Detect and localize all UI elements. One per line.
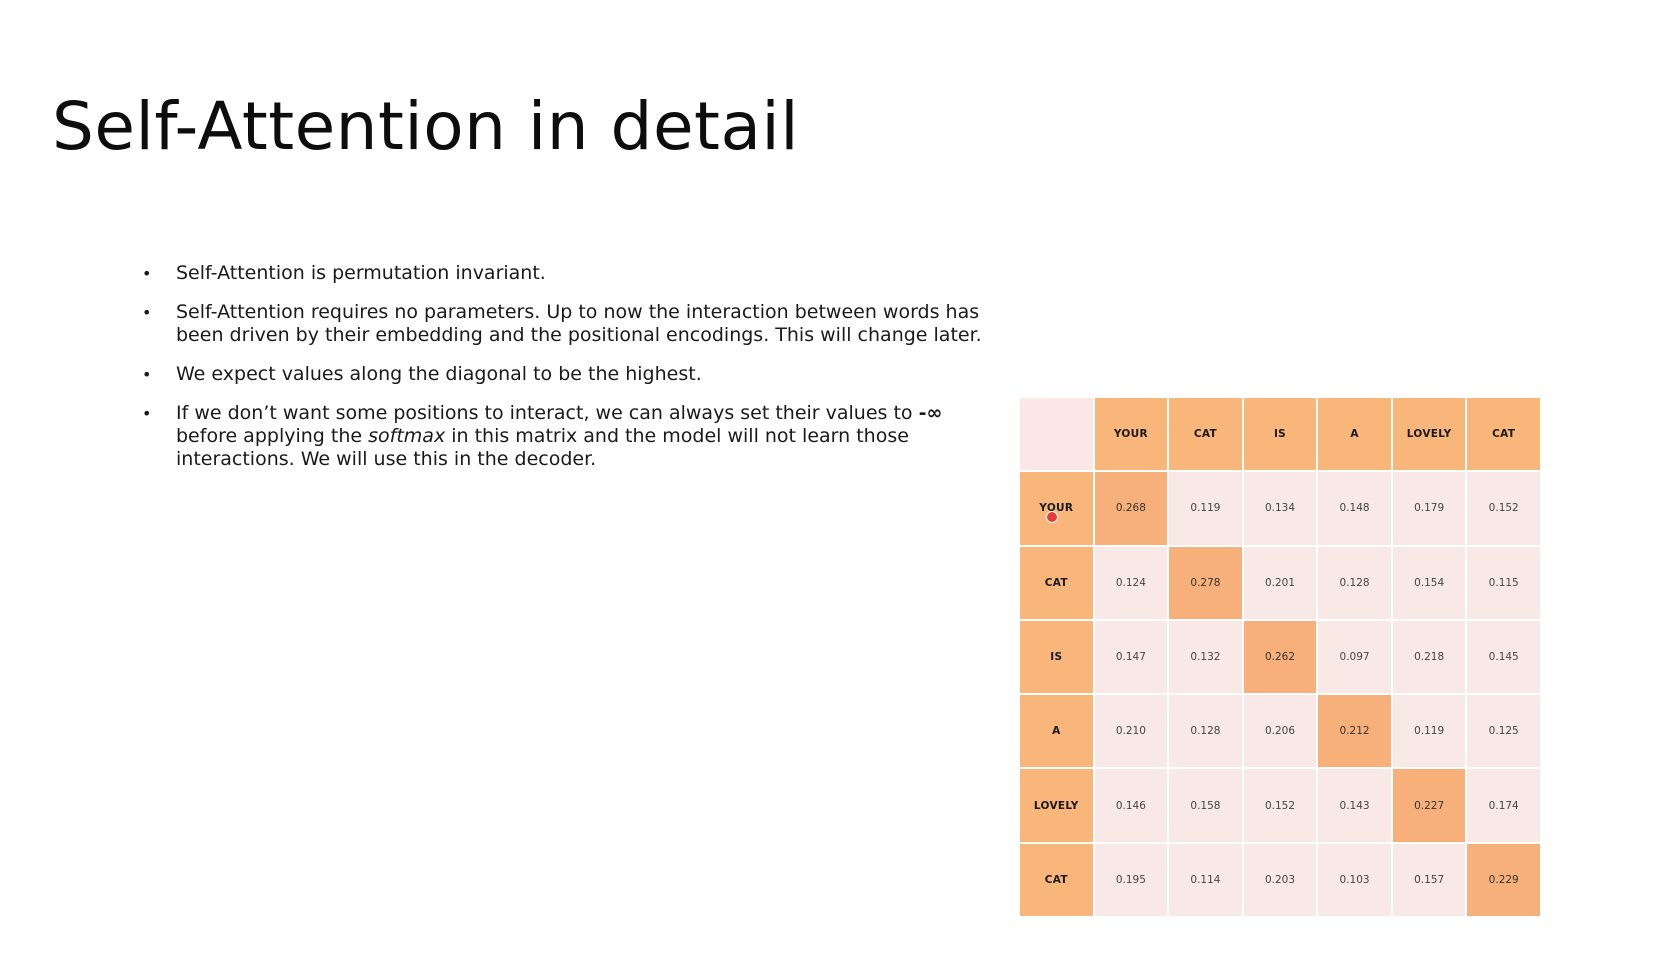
negative-infinity-symbol: -∞ xyxy=(918,402,943,424)
heatmap-cell: 0.195 xyxy=(1094,843,1168,916)
heatmap-cell: 0.145 xyxy=(1467,620,1540,694)
heatmap-cell: 0.278 xyxy=(1169,546,1242,619)
column-header: LOVELY xyxy=(1392,398,1466,471)
slide-title: Self-Attention in detail xyxy=(52,88,800,165)
heatmap-cell: 0.103 xyxy=(1318,843,1391,916)
bullet-item: Self-Attention requires no parameters. U… xyxy=(130,301,1000,347)
heatmap-cell: 0.119 xyxy=(1169,472,1242,545)
heatmap-cell: 0.134 xyxy=(1243,472,1317,545)
heatmap-cell: 0.146 xyxy=(1094,769,1168,842)
bullet-text-part: If we don’t want some positions to inter… xyxy=(176,402,919,424)
heatmap-cell: 0.125 xyxy=(1467,695,1540,768)
attention-matrix: YOUR CAT IS A LOVELY CAT YOUR 0.268 0.119 0.134 0.… xyxy=(1020,398,1540,916)
heatmap-cell: 0.128 xyxy=(1169,695,1242,768)
heatmap-cell: 0.147 xyxy=(1094,620,1168,694)
heatmap-cell: 0.212 xyxy=(1318,695,1391,768)
heatmap-cell: 0.268 xyxy=(1094,472,1168,545)
heatmap-cell: 0.179 xyxy=(1392,472,1466,545)
bullet-item: If we don’t want some positions to inter… xyxy=(130,402,1000,471)
heatmap-cell: 0.206 xyxy=(1243,695,1317,768)
heatmap-cell: 0.154 xyxy=(1392,546,1466,619)
heatmap-cell: 0.114 xyxy=(1169,843,1242,916)
heatmap-cell: 0.097 xyxy=(1318,620,1391,694)
column-header: A xyxy=(1318,398,1391,471)
heatmap-cell: 0.203 xyxy=(1243,843,1317,916)
heatmap-cell: 0.158 xyxy=(1169,769,1242,842)
bullet-item: Self-Attention is permutation invariant. xyxy=(130,262,1000,285)
heatmap-cell: 0.124 xyxy=(1094,546,1168,619)
bullet-item: We expect values along the diagonal to b… xyxy=(130,363,1000,386)
heatmap-cell: 0.119 xyxy=(1392,695,1466,768)
heatmap-cell: 0.152 xyxy=(1467,472,1540,545)
heatmap-cell: 0.210 xyxy=(1094,695,1168,768)
heatmap-cell: 0.152 xyxy=(1243,769,1317,842)
row-header: CAT xyxy=(1020,843,1093,916)
heatmap-cell: 0.174 xyxy=(1467,769,1540,842)
heatmap-cell: 0.227 xyxy=(1392,769,1466,842)
heatmap-cell: 0.262 xyxy=(1243,620,1317,694)
column-header: CAT xyxy=(1467,398,1540,471)
heatmap-cell: 0.157 xyxy=(1392,843,1466,916)
row-header: YOUR xyxy=(1020,472,1093,545)
cursor-pointer-dot xyxy=(1047,512,1057,522)
bullet-text-part: before applying the xyxy=(176,425,369,447)
softmax-term: softmax xyxy=(368,425,446,447)
matrix-corner-cell xyxy=(1020,398,1093,471)
row-header: LOVELY xyxy=(1020,769,1093,842)
column-header: IS xyxy=(1243,398,1317,471)
bullet-text-part: in this matrix and the model will not le… xyxy=(176,425,909,470)
row-header: A xyxy=(1020,695,1093,768)
heatmap-cell: 0.143 xyxy=(1318,769,1391,842)
column-header: YOUR xyxy=(1094,398,1168,471)
heatmap-cell: 0.128 xyxy=(1318,546,1391,619)
row-header: CAT xyxy=(1020,546,1093,619)
heatmap-cell: 0.201 xyxy=(1243,546,1317,619)
row-header: IS xyxy=(1020,620,1093,694)
bullet-list: Self-Attention is permutation invariant.… xyxy=(130,262,1000,487)
heatmap-cell: 0.148 xyxy=(1318,472,1391,545)
heatmap-cell: 0.132 xyxy=(1169,620,1242,694)
column-header: CAT xyxy=(1169,398,1242,471)
heatmap-cell: 0.229 xyxy=(1467,843,1540,916)
heatmap-cell: 0.115 xyxy=(1467,546,1540,619)
heatmap-cell: 0.218 xyxy=(1392,620,1466,694)
